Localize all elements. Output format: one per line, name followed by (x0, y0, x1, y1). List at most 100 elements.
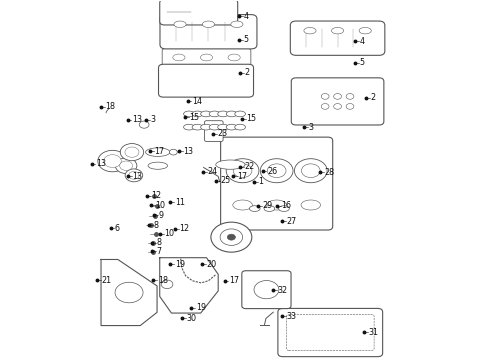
Text: 24: 24 (207, 167, 217, 176)
Text: 12: 12 (179, 224, 189, 233)
Ellipse shape (201, 111, 211, 117)
Ellipse shape (228, 54, 240, 61)
Text: 4: 4 (360, 37, 365, 46)
Text: 15: 15 (246, 114, 257, 123)
Ellipse shape (267, 200, 287, 210)
Ellipse shape (174, 21, 186, 27)
Circle shape (139, 121, 149, 128)
Ellipse shape (226, 111, 237, 117)
Ellipse shape (184, 111, 195, 117)
Text: 20: 20 (206, 260, 217, 269)
Text: 14: 14 (192, 97, 202, 106)
Text: 18: 18 (158, 275, 168, 284)
FancyBboxPatch shape (160, 15, 257, 49)
Circle shape (294, 159, 327, 183)
Circle shape (260, 159, 293, 183)
Text: 3: 3 (150, 116, 155, 125)
Ellipse shape (192, 111, 203, 117)
Circle shape (104, 155, 121, 167)
Ellipse shape (201, 124, 211, 130)
Text: 22: 22 (245, 162, 255, 171)
Polygon shape (160, 258, 218, 313)
FancyBboxPatch shape (204, 121, 223, 141)
Text: 29: 29 (263, 201, 273, 210)
Circle shape (254, 280, 279, 299)
Ellipse shape (184, 124, 195, 130)
Ellipse shape (202, 21, 215, 27)
FancyBboxPatch shape (159, 64, 253, 97)
Circle shape (346, 104, 354, 109)
Ellipse shape (146, 148, 170, 157)
Text: 10: 10 (155, 201, 165, 210)
Circle shape (120, 161, 133, 170)
Text: 13: 13 (184, 147, 194, 156)
Text: 19: 19 (196, 303, 206, 312)
Ellipse shape (218, 111, 228, 117)
Ellipse shape (231, 21, 243, 27)
Circle shape (120, 144, 144, 161)
Ellipse shape (148, 162, 168, 169)
Ellipse shape (192, 124, 203, 130)
FancyBboxPatch shape (290, 21, 385, 55)
Ellipse shape (331, 27, 343, 34)
Text: 5: 5 (244, 35, 248, 44)
Ellipse shape (304, 27, 316, 34)
Ellipse shape (359, 27, 371, 34)
Text: 33: 33 (287, 312, 296, 321)
Text: 7: 7 (157, 247, 162, 256)
Text: 18: 18 (106, 102, 116, 111)
Circle shape (115, 282, 143, 303)
Text: 1: 1 (259, 177, 264, 186)
Text: 9: 9 (158, 211, 163, 220)
Circle shape (227, 234, 236, 240)
Text: 26: 26 (267, 167, 277, 176)
Text: 30: 30 (186, 314, 196, 323)
Ellipse shape (209, 124, 220, 130)
Text: 16: 16 (282, 201, 292, 210)
Ellipse shape (209, 111, 220, 117)
Ellipse shape (218, 124, 228, 130)
Text: 23: 23 (217, 129, 227, 138)
Circle shape (125, 147, 139, 157)
Text: 12: 12 (151, 191, 161, 200)
FancyBboxPatch shape (291, 78, 384, 125)
Circle shape (98, 150, 127, 172)
FancyBboxPatch shape (160, 0, 238, 25)
Ellipse shape (279, 206, 289, 211)
Circle shape (321, 94, 329, 99)
Text: 3: 3 (309, 123, 314, 132)
Text: 13: 13 (132, 172, 143, 181)
Ellipse shape (233, 200, 252, 210)
Text: 13: 13 (96, 159, 106, 168)
Circle shape (220, 229, 243, 246)
Ellipse shape (301, 200, 320, 210)
Circle shape (346, 94, 354, 99)
Text: 19: 19 (175, 260, 185, 269)
Circle shape (321, 104, 329, 109)
Circle shape (116, 158, 137, 174)
Text: 13: 13 (132, 116, 142, 125)
Circle shape (334, 94, 342, 99)
Text: 8: 8 (153, 221, 158, 230)
Ellipse shape (264, 206, 275, 211)
Circle shape (211, 222, 252, 252)
Ellipse shape (226, 124, 237, 130)
Ellipse shape (200, 54, 213, 61)
Circle shape (170, 149, 177, 155)
Text: 10: 10 (165, 229, 174, 238)
Circle shape (161, 280, 173, 289)
FancyBboxPatch shape (242, 271, 291, 309)
Text: 4: 4 (244, 12, 248, 21)
FancyBboxPatch shape (220, 137, 333, 230)
Ellipse shape (235, 124, 245, 130)
Ellipse shape (216, 160, 245, 169)
Text: 6: 6 (115, 224, 120, 233)
Circle shape (301, 164, 320, 177)
Circle shape (334, 104, 342, 109)
Text: 25: 25 (220, 176, 230, 185)
Text: 31: 31 (368, 328, 378, 337)
Ellipse shape (249, 206, 260, 211)
Text: 8: 8 (157, 238, 162, 247)
Text: 15: 15 (190, 113, 199, 122)
Text: 17: 17 (237, 172, 247, 181)
